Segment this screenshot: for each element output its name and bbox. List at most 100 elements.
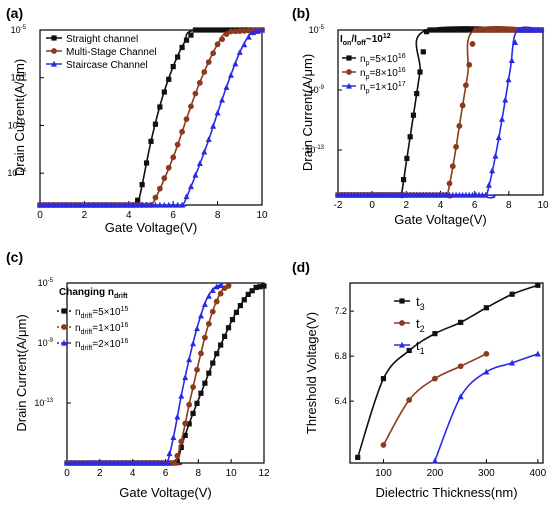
data-point <box>75 459 82 466</box>
data-point <box>205 136 212 143</box>
data-point <box>254 28 261 34</box>
data-point <box>223 27 230 33</box>
data-point <box>119 459 126 466</box>
legend-marker <box>346 69 352 75</box>
data-point <box>67 459 74 466</box>
data-point <box>225 283 232 289</box>
series-line <box>67 283 224 466</box>
legend-sub: drift <box>81 313 93 320</box>
data-point <box>453 143 459 150</box>
data-point <box>236 49 243 55</box>
data-point <box>139 182 145 188</box>
data-point <box>538 26 545 33</box>
data-point <box>440 27 446 33</box>
data-point <box>217 290 224 297</box>
x-axis-label: Gate Voltage(V) <box>105 220 198 235</box>
data-point <box>241 41 248 48</box>
legend-value: =5×10 <box>369 54 398 65</box>
data-point <box>158 459 165 466</box>
legend-marker <box>399 341 405 348</box>
legend-base: n <box>360 82 366 93</box>
panel-label: (a) <box>6 5 23 21</box>
data-point <box>188 103 194 110</box>
data-point <box>228 28 234 35</box>
data-point <box>156 201 163 208</box>
annotation-sub: off <box>357 40 367 47</box>
legend: Straight channel Multi-Stage Channel Stair… <box>46 34 157 71</box>
data-point <box>85 201 92 208</box>
x-tick-label: 10 <box>256 210 268 221</box>
data-point <box>54 201 61 208</box>
x-tick-label: 4 <box>126 210 132 221</box>
data-point <box>206 370 212 376</box>
panel-label: (d) <box>292 259 310 275</box>
data-point <box>245 27 252 34</box>
data-point <box>459 102 466 109</box>
data-point <box>196 160 203 167</box>
data-point <box>492 152 499 159</box>
data-point <box>165 164 172 171</box>
data-point <box>187 183 194 190</box>
x-tick-label: -2 <box>334 200 343 211</box>
x-tick-label: 300 <box>478 468 495 479</box>
legend-title: Changing ndrift <box>59 287 128 300</box>
data-point <box>161 89 167 95</box>
y-tick-label: 10-8 <box>11 73 27 83</box>
data-point <box>79 459 86 466</box>
data-point <box>108 201 115 208</box>
data-point <box>201 69 208 75</box>
legend-marker <box>61 308 67 314</box>
legend-label: np=1×1017 <box>360 81 406 95</box>
data-point <box>227 71 234 78</box>
data-point <box>458 319 464 325</box>
y-tick-label: 10-5 <box>309 25 325 35</box>
data-point <box>64 459 70 466</box>
data-point <box>229 317 236 323</box>
data-point <box>214 109 221 116</box>
data-point <box>241 27 248 34</box>
data-point <box>194 325 201 332</box>
x-tick-label: 8 <box>196 468 202 479</box>
legend-exp: 16 <box>398 67 406 74</box>
data-point <box>210 27 216 33</box>
data-point <box>192 90 199 97</box>
panel-label: (b) <box>292 5 310 21</box>
legend-label: ndrift=5×1015 <box>75 306 129 320</box>
data-point <box>161 175 168 182</box>
data-point <box>233 309 240 315</box>
data-point <box>202 380 208 386</box>
data-point <box>37 201 43 208</box>
x-tick-label: 4 <box>438 200 444 211</box>
data-point <box>197 27 203 33</box>
data-point <box>205 320 212 327</box>
data-point <box>446 27 453 33</box>
y-tick-label: 10-9 <box>38 338 54 348</box>
data-point <box>190 384 196 390</box>
data-point <box>148 138 154 144</box>
series-2 <box>431 350 541 464</box>
data-point <box>450 27 456 33</box>
data-point <box>534 350 541 357</box>
data-point <box>154 459 161 466</box>
legend-value: =8×10 <box>369 68 398 79</box>
x-tick-label: 12 <box>258 468 270 479</box>
data-point <box>68 201 75 208</box>
data-point <box>214 41 221 48</box>
data-point <box>135 197 141 203</box>
panel-d: (d) 100 200 300 400 6.4 6.8 7.2 Dielectric Thick… <box>292 259 547 500</box>
data-point <box>166 76 172 82</box>
data-point <box>91 459 98 466</box>
data-point <box>139 201 146 208</box>
x-axis-label: Gate Voltage(V) <box>394 212 487 227</box>
data-point <box>407 134 413 140</box>
data-point <box>457 363 464 370</box>
y-tick-label: 10-13 <box>34 398 53 408</box>
data-point <box>406 347 412 354</box>
data-point <box>178 438 185 445</box>
legend-exp: 15 <box>121 306 129 313</box>
data-point <box>225 325 232 331</box>
data-point <box>142 459 149 466</box>
legend-label: ndrift=2×1016 <box>75 338 129 352</box>
